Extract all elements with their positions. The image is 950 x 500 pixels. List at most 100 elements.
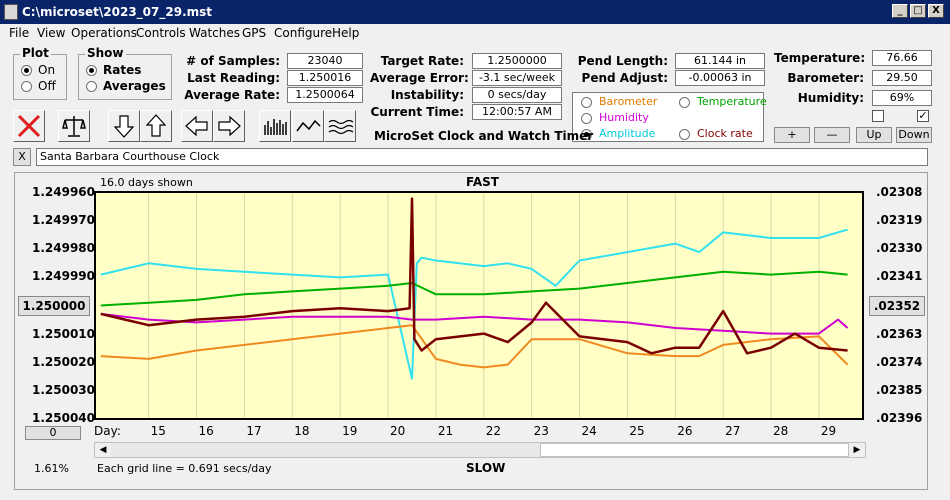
plot-group: Plot: [13, 46, 67, 100]
right-tick-label: .02319: [876, 213, 923, 227]
series-humidity-radio[interactable]: [581, 113, 592, 124]
left-tick-label: 1.250030: [32, 383, 96, 397]
scale-icon: [62, 116, 86, 137]
clear-clock-button[interactable]: X: [13, 148, 31, 166]
scroll-left-icon[interactable]: ◀: [95, 443, 111, 457]
x-tick-label: 28: [773, 424, 789, 438]
menu-help[interactable]: Help: [332, 26, 360, 40]
show-averages-radio[interactable]: [86, 81, 97, 92]
series-selector: Barometer Temperature Humidity Amplitude…: [572, 92, 767, 142]
center-right-button[interactable]: .02352: [869, 296, 925, 316]
show-averages-label: Averages: [103, 79, 166, 93]
pend-length-value: 61.144 in: [675, 53, 765, 69]
show-group: Show: [78, 46, 172, 100]
left-tick-label: 1.249990: [32, 269, 96, 283]
menu-watches[interactable]: Watches: [189, 26, 240, 40]
menu-operations[interactable]: Operations: [71, 26, 137, 40]
last-reading-label: Last Reading:: [187, 71, 280, 85]
move-right-button[interactable]: [213, 110, 245, 142]
menu-file[interactable]: File: [9, 26, 30, 40]
plus-button[interactable]: +: [774, 127, 810, 143]
show-rates-radio[interactable]: [86, 65, 97, 76]
current-time-value: 12:00:57 AM: [472, 104, 562, 120]
plot-on-label: On: [38, 63, 56, 77]
maximize-button[interactable]: □: [910, 4, 926, 18]
average-error-label: Average Error:: [370, 71, 469, 85]
series-temperature-label: Temperature: [697, 95, 767, 108]
left-tick-label: 1.250010: [32, 327, 96, 341]
series-line-amplitude: [100, 228, 848, 380]
scroll-right-icon[interactable]: ▶: [849, 443, 865, 457]
menu-gps[interactable]: GPS: [242, 26, 267, 40]
checkbox-2[interactable]: ✓: [917, 109, 929, 122]
plot-off-label: Off: [38, 79, 56, 93]
series-temperature-radio[interactable]: [679, 97, 690, 108]
right-tick-label: .02341: [876, 269, 923, 283]
center-rate-button[interactable]: 1.250000: [18, 296, 90, 316]
right-tick-label: .02363: [876, 327, 923, 341]
waves-icon: [328, 119, 354, 135]
x-tick-label: 26: [677, 424, 693, 438]
series-barometer-radio[interactable]: [581, 97, 592, 108]
move-up-button[interactable]: [140, 110, 172, 142]
average-rate-label: Average Rate:: [184, 88, 280, 102]
x-tick-label: 23: [533, 424, 549, 438]
bars-icon: [264, 119, 287, 135]
zero-button[interactable]: 0: [25, 426, 81, 440]
arrow-up-icon: [145, 114, 167, 137]
temperature-value: 76.66: [872, 50, 932, 66]
average-rate-value: 1.2500064: [287, 87, 363, 103]
scroll-thumb[interactable]: [540, 443, 849, 457]
wave-view-button[interactable]: [324, 110, 356, 142]
series-clock-rate-radio[interactable]: [679, 129, 690, 140]
up-button[interactable]: Up: [856, 127, 892, 143]
app-name: MicroSet Clock and Watch Timer: [374, 129, 594, 143]
last-reading-value: 1.250016: [287, 70, 363, 86]
line-view-button[interactable]: [292, 110, 324, 142]
target-rate-value: 1.2500000: [472, 53, 562, 69]
chart-frame: [14, 172, 928, 490]
series-amplitude-radio[interactable]: [581, 129, 592, 140]
x-tick-label: 25: [629, 424, 645, 438]
menu-controls[interactable]: Controls: [136, 26, 186, 40]
barometer-label: Barometer:: [787, 71, 864, 85]
left-tick-label: 1.249960: [32, 185, 96, 199]
red-x-icon: [17, 114, 41, 138]
menu-view[interactable]: View: [37, 26, 66, 40]
down-button[interactable]: Down: [896, 127, 932, 143]
stop-button[interactable]: [13, 110, 45, 142]
x-tick-label: 22: [485, 424, 502, 438]
temperature-label: Temperature:: [774, 51, 866, 65]
checkbox-1[interactable]: [872, 110, 884, 122]
instability-value: 0 secs/day: [472, 87, 562, 103]
left-tick-label: 1.250020: [32, 355, 96, 369]
close-window-button[interactable]: X: [928, 4, 944, 18]
plot-on-radio[interactable]: [21, 65, 32, 76]
minimize-button[interactable]: _: [892, 4, 908, 18]
series-clock-rate-label: Clock rate: [697, 127, 753, 140]
minus-button[interactable]: —: [814, 127, 850, 143]
x-tick-label: 15: [150, 424, 166, 438]
humidity-value: 69%: [872, 90, 932, 106]
series-line-humidity: [100, 312, 849, 335]
barometer-value: 29.50: [872, 70, 932, 86]
move-left-button[interactable]: [181, 110, 213, 142]
right-tick-label: .02374: [876, 355, 923, 369]
move-down-button[interactable]: [108, 110, 140, 142]
right-tick-label: .02385: [876, 383, 923, 397]
x-tick-label: 18: [294, 424, 310, 438]
plot-group-legend: Plot: [20, 46, 51, 60]
clock-name-field[interactable]: Santa Barbara Courthouse Clock: [36, 148, 928, 166]
chart-scrollbar[interactable]: ◀ ▶: [94, 442, 866, 458]
bar-view-button[interactable]: [259, 110, 291, 142]
average-error-value: -3.1 sec/week: [472, 70, 562, 86]
left-tick-label: 1.249970: [32, 213, 96, 227]
menu-configure[interactable]: Configure: [274, 26, 333, 40]
balance-button[interactable]: [58, 110, 90, 142]
arrow-left-icon: [185, 115, 208, 137]
x-tick-label: 16: [198, 424, 214, 438]
percent-readout: 1.61%: [34, 462, 69, 475]
plot-off-radio[interactable]: [21, 81, 32, 92]
days-shown: 16.0 days shown: [100, 176, 193, 189]
slow-label: SLOW: [466, 461, 506, 475]
